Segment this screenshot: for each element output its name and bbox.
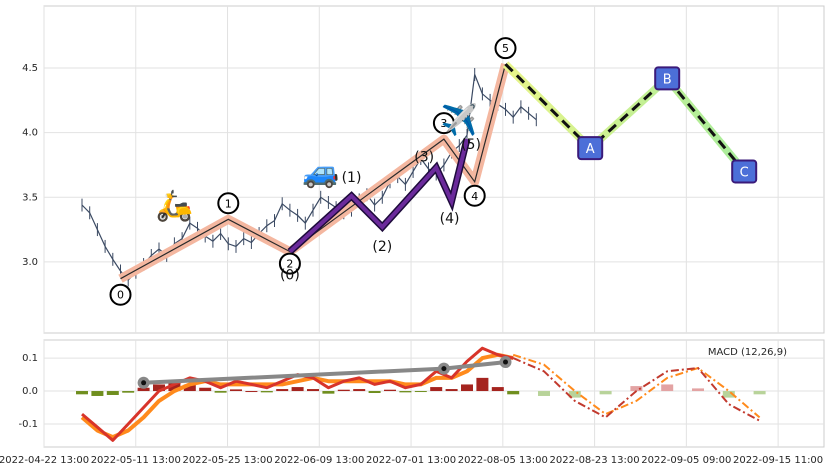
macd-histogram-bar	[384, 389, 396, 392]
macd-histogram-bar	[91, 391, 104, 396]
trendline-marker-dot	[503, 359, 508, 365]
macd-projection-line	[512, 357, 761, 422]
subwave-label: (4)	[440, 211, 460, 227]
wave-label-circle	[217, 192, 240, 215]
macd-histogram-bar	[692, 388, 704, 392]
price-y-tick-label: 3.5	[22, 192, 38, 203]
wave-label-1: 1	[225, 197, 232, 210]
correction-label-C: C	[740, 165, 749, 180]
x-tick-label: 2022-08-23 13:00	[550, 455, 640, 466]
macd-histogram-bar	[538, 391, 550, 396]
correction-label-B: B	[663, 72, 672, 87]
wave-label-circle	[278, 252, 301, 275]
x-tick-label: 2022-07-01 13:00	[366, 455, 456, 466]
trendline-marker-dot	[141, 380, 147, 386]
x-tick-label: 2022-09-05 09:00	[641, 455, 731, 466]
price-y-tick-label: 4.5	[22, 63, 38, 74]
macd-histogram-bar	[122, 391, 135, 393]
macd-histogram-bar	[430, 387, 443, 392]
correction-label-A: A	[586, 142, 595, 157]
macd-histogram-bar	[630, 386, 643, 392]
macd-histogram-bar	[137, 387, 150, 392]
macd-y-tick-label: 0.0	[22, 386, 38, 397]
macd-histogram-bar	[414, 391, 427, 393]
macd-histogram-bar	[661, 384, 674, 392]
price-line	[81, 74, 537, 281]
macd-histogram-bar	[199, 387, 212, 392]
macd-histogram-bar	[153, 384, 165, 392]
wave-label-3: 3	[440, 117, 447, 130]
macd-y-tick-label: -0.1	[18, 419, 38, 430]
subwave-label: (5)	[461, 137, 481, 153]
impulse-wave-line	[120, 64, 507, 280]
macd-histogram-bar	[368, 391, 381, 394]
macd-histogram-bar	[106, 391, 119, 395]
macd-histogram-bar	[322, 391, 335, 394]
macd-histogram-bar	[445, 389, 458, 392]
correction-label-box	[731, 159, 758, 184]
x-tick-label: 2022-04-22 13:00	[0, 455, 89, 466]
subwave-label: (0)	[280, 268, 300, 284]
wave-label-5: 5	[502, 42, 509, 55]
macd-histogram-bar	[753, 391, 766, 395]
trendline-marker-dot	[441, 366, 447, 372]
macd-histogram-bar	[353, 389, 366, 392]
macd-title: MACD (12,26,9)	[708, 347, 787, 358]
wave-label-circle	[494, 37, 517, 60]
macd-histogram-bar	[168, 382, 181, 392]
wave-label-4: 4	[471, 190, 478, 203]
macd-histogram-bar	[276, 389, 289, 392]
wave-label-circle	[109, 283, 132, 306]
macd-histogram-bar	[722, 391, 735, 398]
macd-histogram-bar	[399, 391, 412, 393]
subwave-label: (3)	[414, 150, 434, 166]
correction-label-box	[654, 66, 681, 91]
macd-histogram-bar	[476, 377, 489, 392]
macd-histogram-bar	[599, 391, 612, 395]
x-axis: 2022-04-22 13:00 2022-05-11 13:00 2022-05-…	[0, 455, 823, 466]
subwave-label: (2)	[372, 239, 392, 255]
x-tick-label: 2022-08-05 13:00	[458, 455, 548, 466]
macd-panel: -0.1 0.0 0.1	[18, 339, 825, 448]
macd-histogram-bar	[291, 387, 304, 392]
macd-histogram-bar	[307, 389, 319, 392]
abc-projection-outline	[502, 61, 748, 174]
macd-histogram-bar	[214, 391, 227, 393]
wave-label-2: 2	[286, 258, 293, 271]
subwave-label: (1)	[342, 170, 362, 186]
signal-projection-line	[512, 353, 761, 419]
macd-histogram-bar	[230, 389, 242, 392]
macd-histogram-bar	[76, 391, 88, 395]
x-tick-label: 2022-05-11 13:00	[91, 455, 181, 466]
macd-histogram-bar	[491, 387, 504, 392]
signal-line	[80, 352, 514, 440]
macd-histogram-bar	[507, 391, 520, 395]
wave-label-circle	[432, 112, 455, 135]
macd-y-tick-label: 0.1	[22, 353, 38, 364]
macd-histogram-bar	[461, 384, 473, 392]
wave-label-circle	[463, 184, 486, 207]
macd-histogram-bar	[183, 384, 196, 392]
price-y-tick-label: 3.0	[22, 257, 38, 268]
price-y-tick-label: 4.0	[22, 128, 38, 139]
x-tick-label: 2022-06-09 13:00	[274, 455, 364, 466]
macd-histogram-bar	[337, 389, 350, 392]
annotation-emoji: 🛵	[156, 188, 193, 223]
annotation-emoji: ✈️	[441, 101, 478, 138]
price-panel: 3.0 3.5 4.0 4.5 0 1 2 3 4 5 (0) (1) (2) (3) (4) (5) A B C 🛵…	[22, 5, 825, 334]
wave-label-0: 0	[117, 289, 124, 302]
x-tick-label: 2022-05-25 13:00	[182, 455, 272, 466]
correction-label-box	[577, 136, 604, 161]
macd-histogram-bar	[568, 391, 581, 398]
macd-histogram-bar	[260, 391, 273, 393]
annotation-emoji: 🚙	[302, 155, 339, 190]
subwave-line	[288, 138, 469, 254]
x-tick-label: 2022-09-15 11:00	[733, 455, 823, 466]
macd-histogram-bar	[245, 391, 258, 393]
